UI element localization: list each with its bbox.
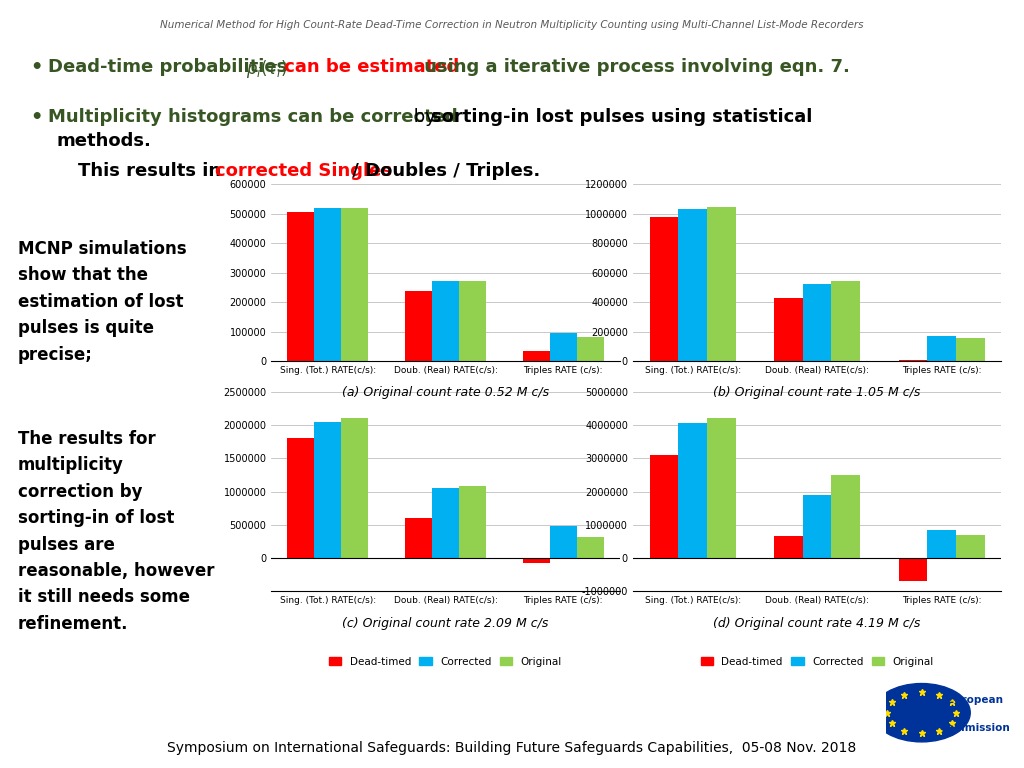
Bar	[707, 419, 735, 558]
Text: Commission: Commission	[940, 723, 1011, 733]
Text: (d) Original count rate 4.19 M c/s: (d) Original count rate 4.19 M c/s	[714, 617, 921, 631]
Bar	[341, 208, 369, 361]
Bar	[314, 422, 341, 558]
Bar	[899, 359, 928, 361]
Text: The results for
multiplicity
correction by
sorting-in of lost
pulses are
reasona: The results for multiplicity correction …	[18, 430, 214, 633]
Bar	[649, 455, 678, 558]
Bar	[956, 535, 985, 558]
Legend: Dead-timed, Corrected, Original: Dead-timed, Corrected, Original	[696, 653, 938, 670]
Circle shape	[872, 684, 971, 742]
Text: by: by	[408, 108, 441, 126]
Text: sorting-in lost pulses using statistical: sorting-in lost pulses using statistical	[431, 108, 812, 126]
Bar	[550, 526, 577, 558]
Bar	[432, 488, 459, 558]
Bar	[831, 281, 860, 361]
Text: (b) Original count rate 1.05 M c/s: (b) Original count rate 1.05 M c/s	[714, 386, 921, 399]
Bar	[774, 536, 803, 558]
Bar	[956, 338, 985, 361]
Text: Dead-time probabilities: Dead-time probabilities	[48, 58, 294, 76]
Bar	[404, 291, 432, 361]
Bar	[577, 537, 604, 558]
Bar	[287, 439, 314, 558]
Text: can be estimated: can be estimated	[278, 58, 459, 76]
Text: •: •	[30, 58, 42, 77]
Bar	[314, 208, 341, 361]
Text: (c) Original count rate 2.09 M c/s: (c) Original count rate 2.09 M c/s	[342, 617, 549, 631]
Bar	[404, 518, 432, 558]
Bar	[707, 207, 735, 361]
Bar	[678, 209, 707, 361]
Text: This results in: This results in	[78, 162, 227, 180]
Bar	[803, 495, 831, 558]
Text: MCNP simulations
show that the
estimation of lost
pulses is quite
precise;: MCNP simulations show that the estimatio…	[18, 240, 186, 363]
Bar	[928, 336, 956, 361]
Bar	[678, 423, 707, 558]
Bar	[459, 281, 486, 361]
Legend: Dead-timed, Corrected, Original: Dead-timed, Corrected, Original	[325, 415, 566, 434]
Bar	[928, 530, 956, 558]
Bar	[459, 486, 486, 558]
Text: methods.: methods.	[56, 132, 151, 150]
Bar	[899, 558, 928, 581]
Text: Multiplicity histograms can be corrected: Multiplicity histograms can be corrected	[48, 108, 458, 126]
Text: (a) Original count rate 0.52 M c/s: (a) Original count rate 0.52 M c/s	[342, 386, 549, 399]
Text: •: •	[30, 108, 42, 127]
Bar	[341, 419, 369, 558]
Bar	[522, 558, 550, 564]
Bar	[831, 475, 860, 558]
Bar	[287, 212, 314, 361]
Bar	[774, 299, 803, 361]
Bar	[432, 282, 459, 361]
Bar	[649, 217, 678, 361]
Bar	[577, 337, 604, 361]
Text: Symposium on International Safeguards: Building Future Safeguards Capabilities, : Symposium on International Safeguards: B…	[167, 741, 857, 755]
Text: European: European	[947, 695, 1004, 706]
Text: corrected Singles: corrected Singles	[215, 162, 392, 180]
Bar	[522, 351, 550, 361]
Bar	[550, 333, 577, 361]
Text: Numerical Method for High Count-Rate Dead-Time Correction in Neutron Multiplicit: Numerical Method for High Count-Rate Dea…	[160, 20, 864, 30]
Legend: Dead-timed, Corrected, Original: Dead-timed, Corrected, Original	[325, 653, 566, 670]
Legend: Dead-timed, Corrected, Original: Dead-timed, Corrected, Original	[696, 415, 938, 434]
Bar	[803, 284, 831, 361]
Text: $p_i(\tau_i)$: $p_i(\tau_i)$	[246, 58, 288, 80]
Text: using a iterative process involving eqn. 7.: using a iterative process involving eqn.…	[418, 58, 850, 76]
Text: / Doubles / Triples.: / Doubles / Triples.	[346, 162, 541, 180]
